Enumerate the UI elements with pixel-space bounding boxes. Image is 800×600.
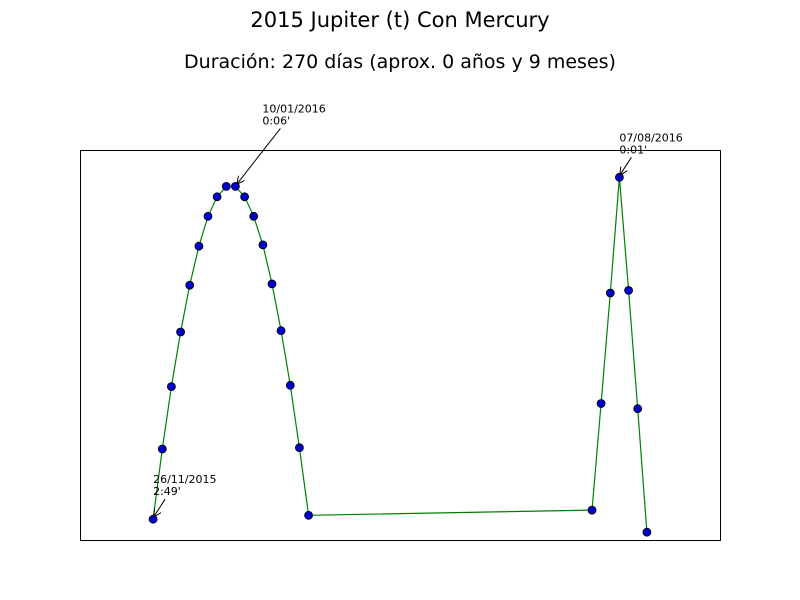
- data-point: [230, 181, 240, 191]
- data-point: [276, 326, 286, 336]
- annotation-label: 10/01/2016 0:06': [262, 102, 325, 127]
- data-point: [615, 172, 624, 182]
- annotation: 26/11/2015 2:49': [153, 473, 217, 516]
- data-point: [148, 514, 158, 524]
- annotation-label: 07/08/2016 0:01': [619, 131, 682, 156]
- data-point: [249, 211, 259, 221]
- data-point: [240, 192, 250, 202]
- data-point: [258, 240, 268, 250]
- data-point: [166, 382, 176, 392]
- data-point: [596, 399, 606, 408]
- data-point: [203, 211, 213, 221]
- data-point: [285, 380, 295, 390]
- annotation-line: 26/11/2015: [153, 473, 216, 486]
- annotation-line: 0:01': [619, 143, 647, 156]
- data-point: [624, 285, 633, 295]
- data-point: [294, 443, 304, 453]
- data-point: [185, 280, 195, 290]
- data-point: [605, 288, 615, 298]
- chart-title: 2015 Jupiter (t) Con Mercury: [250, 8, 550, 32]
- annotation: 10/01/2016 0:06': [237, 102, 326, 183]
- data-point: [304, 510, 314, 520]
- data-point: [194, 241, 204, 251]
- data-point: [587, 505, 597, 515]
- data-point: [642, 527, 652, 537]
- annotation-line: 10/01/2016: [262, 102, 325, 115]
- data-point: [176, 327, 186, 337]
- annotation-arrow: [620, 157, 632, 174]
- data-point: [157, 444, 167, 454]
- annotation-line: 07/08/2016: [619, 131, 682, 144]
- annotation: 07/08/2016 0:01': [619, 131, 683, 174]
- chart-subtitle: Duración: 270 días (aprox. 0 años y 9 me…: [184, 51, 616, 73]
- annotation-layer: 26/11/2015 2:49' 10/01/2016 0:06' 07/08/2016…: [153, 102, 683, 516]
- annotation-line: 0:06': [262, 114, 290, 127]
- annotation-arrow: [154, 498, 166, 516]
- annotation-label: 26/11/2015 2:49': [153, 473, 216, 498]
- data-point: [267, 279, 277, 289]
- annotation-line: 2:49': [153, 485, 181, 498]
- annotation-arrow: [237, 128, 281, 183]
- plot-area: [80, 150, 721, 541]
- data-point: [212, 192, 222, 202]
- data-point: [633, 404, 643, 414]
- data-point: [221, 181, 231, 191]
